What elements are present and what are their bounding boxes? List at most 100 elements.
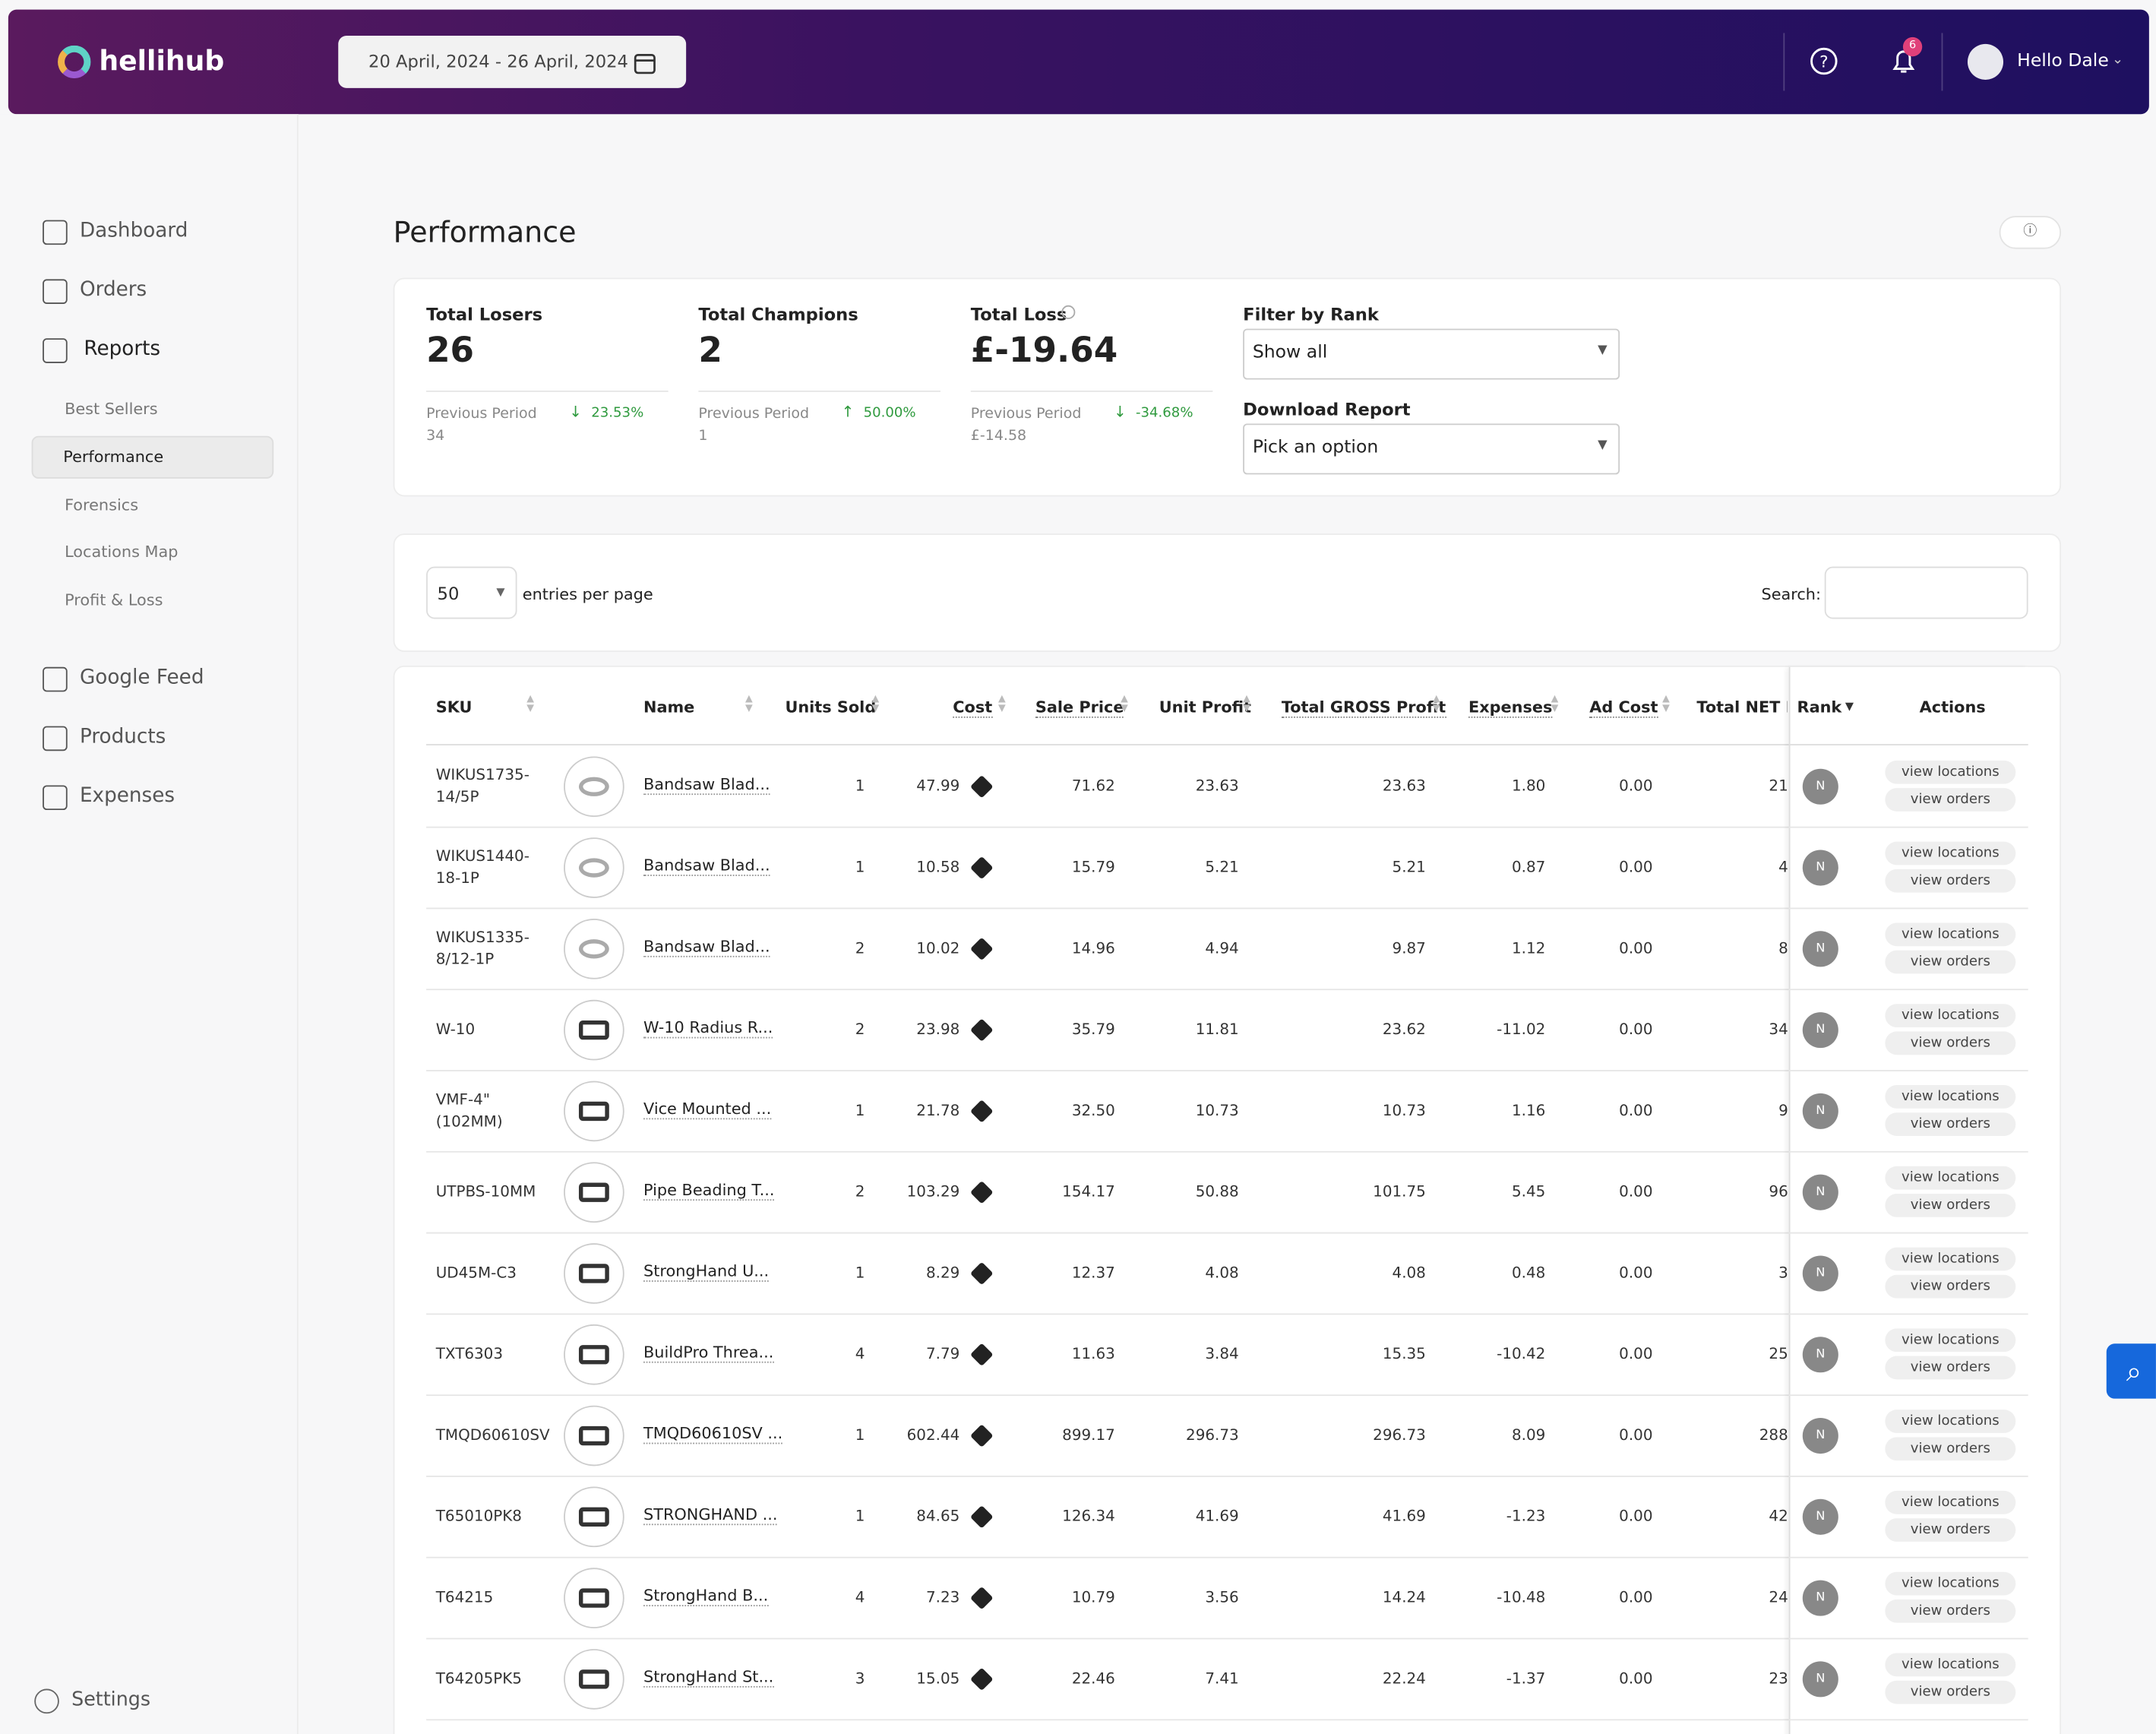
view-locations-button[interactable]: view locations bbox=[1885, 1004, 2016, 1027]
column-header[interactable]: SKU bbox=[435, 697, 473, 717]
nav-item[interactable]: Products bbox=[79, 726, 166, 748]
nav-item[interactable]: Google Feed bbox=[79, 666, 204, 689]
view-orders-button[interactable]: view orders bbox=[1885, 1031, 2016, 1055]
ad-cell: 0.00 bbox=[1619, 1669, 1653, 1688]
product-name[interactable]: TMQD60610SV ... bbox=[643, 1423, 783, 1444]
sort-icon[interactable]: ▼ bbox=[1845, 700, 1854, 713]
cost-info-icon[interactable] bbox=[969, 856, 994, 880]
nav-item[interactable]: Orders bbox=[79, 279, 147, 302]
column-header[interactable]: Expenses bbox=[1468, 697, 1553, 718]
nav-item[interactable]: Settings bbox=[71, 1688, 151, 1711]
view-orders-button[interactable]: view orders bbox=[1885, 869, 2016, 893]
view-locations-button[interactable]: view locations bbox=[1885, 760, 2016, 784]
scroll-search-button[interactable]: ⌕ bbox=[2106, 1343, 2156, 1399]
view-locations-button[interactable]: view locations bbox=[1885, 1571, 2016, 1596]
product-name[interactable]: Pipe Beading T... bbox=[643, 1179, 775, 1201]
product-name[interactable]: StrongHand St... bbox=[643, 1666, 774, 1688]
product-name[interactable]: BuildPro Threa... bbox=[643, 1342, 774, 1363]
sort-icon[interactable]: ▲ ▼ bbox=[744, 693, 753, 714]
sort-icon[interactable]: ▲ ▼ bbox=[1432, 693, 1440, 714]
view-locations-button[interactable]: view locations bbox=[1885, 1085, 2016, 1109]
sort-icon[interactable]: ▲ ▼ bbox=[526, 693, 534, 714]
view-orders-button[interactable]: view orders bbox=[1885, 950, 2016, 974]
cost-info-icon[interactable] bbox=[969, 1505, 994, 1529]
date-picker[interactable] bbox=[338, 36, 687, 88]
column-header[interactable]: Total NET Profit bbox=[1696, 697, 1787, 717]
help-icon[interactable]: ? bbox=[1810, 47, 1838, 76]
product-name[interactable]: STRONGHAND ... bbox=[643, 1505, 778, 1526]
product-name[interactable]: W-10 Radius R... bbox=[643, 1017, 773, 1039]
view-orders-button[interactable]: view orders bbox=[1885, 1274, 2016, 1299]
cost-info-icon[interactable] bbox=[969, 1018, 994, 1042]
select-box[interactable] bbox=[1243, 328, 1620, 380]
view-locations-button[interactable]: view locations bbox=[1885, 1328, 2016, 1353]
gross-cell: 23.63 bbox=[1382, 777, 1426, 796]
cost-info-icon[interactable] bbox=[969, 1424, 994, 1448]
info-button[interactable]: ⓘ bbox=[1999, 216, 2062, 249]
nav-item[interactable]: Reports bbox=[84, 338, 161, 361]
sort-icon[interactable]: ▲ ▼ bbox=[1243, 693, 1250, 714]
column-header[interactable]: Sale Price bbox=[1035, 697, 1124, 718]
cost-info-icon[interactable] bbox=[969, 1180, 994, 1204]
nav-subitem[interactable]: Forensics bbox=[65, 495, 139, 514]
nav-subitem[interactable]: Best Sellers bbox=[65, 398, 158, 419]
cost-info-icon[interactable] bbox=[969, 937, 994, 961]
view-locations-button[interactable]: view locations bbox=[1885, 1247, 2016, 1271]
gross-cell: 41.69 bbox=[1382, 1507, 1426, 1526]
product-name[interactable]: Bandsaw Blad... bbox=[643, 855, 770, 876]
nav-subitem[interactable]: Profit & Loss bbox=[65, 590, 163, 609]
sort-icon[interactable]: ▲ ▼ bbox=[1551, 693, 1559, 714]
cost-info-icon[interactable] bbox=[969, 774, 994, 799]
cost-info-icon[interactable] bbox=[969, 1261, 994, 1286]
cost-info-icon[interactable] bbox=[969, 1586, 994, 1610]
view-orders-button[interactable]: view orders bbox=[1885, 1193, 2016, 1217]
view-locations-button[interactable]: view locations bbox=[1885, 841, 2016, 865]
view-orders-button[interactable]: view orders bbox=[1885, 788, 2016, 812]
units-cell: 1 bbox=[855, 1264, 865, 1282]
sort-icon[interactable]: ▲ ▼ bbox=[1121, 693, 1128, 714]
column-header[interactable]: Name bbox=[643, 697, 695, 717]
view-orders-button[interactable]: view orders bbox=[1885, 1437, 2016, 1461]
column-header[interactable]: Ad Cost bbox=[1589, 697, 1658, 718]
view-orders-button[interactable]: view orders bbox=[1885, 1680, 2016, 1704]
nav-subitem[interactable]: Performance bbox=[63, 447, 164, 467]
view-locations-button[interactable]: view locations bbox=[1885, 1410, 2016, 1433]
change-arrow: ↓ bbox=[1114, 403, 1127, 421]
column-header[interactable]: Rank bbox=[1797, 697, 1842, 717]
unit_profit-cell: 23.63 bbox=[1195, 777, 1239, 796]
sort-icon[interactable]: ▲ ▼ bbox=[1662, 693, 1670, 714]
cost-info-icon[interactable] bbox=[969, 1667, 994, 1691]
view-orders-button[interactable]: view orders bbox=[1885, 1112, 2016, 1136]
view-orders-button[interactable]: view orders bbox=[1885, 1518, 2016, 1542]
view-orders-button[interactable]: view orders bbox=[1885, 1356, 2016, 1380]
product-name[interactable]: Bandsaw Blad... bbox=[643, 936, 770, 957]
view-orders-button[interactable]: view orders bbox=[1885, 1599, 2016, 1623]
cost-info-icon[interactable] bbox=[969, 1100, 994, 1123]
product-name[interactable]: StrongHand B... bbox=[643, 1585, 769, 1606]
row-line bbox=[1788, 1719, 2028, 1721]
nav-item[interactable]: Dashboard bbox=[79, 220, 188, 242]
page-size-select[interactable] bbox=[426, 566, 517, 619]
view-locations-button[interactable]: view locations bbox=[1885, 1653, 2016, 1677]
select-box[interactable] bbox=[1243, 423, 1620, 475]
sort-icon[interactable]: ▲ ▼ bbox=[997, 693, 1006, 714]
product-name[interactable]: StrongHand U... bbox=[643, 1261, 770, 1282]
product-name[interactable]: Bandsaw Blad... bbox=[643, 774, 770, 796]
view-locations-button[interactable]: view locations bbox=[1885, 1490, 2016, 1514]
product-name[interactable]: Vice Mounted ... bbox=[643, 1099, 772, 1120]
column-header[interactable]: Unit Profit bbox=[1159, 697, 1252, 717]
search-input[interactable] bbox=[1824, 566, 2028, 619]
column-header[interactable]: Units Sold bbox=[785, 697, 877, 717]
sort-icon[interactable]: ▲ ▼ bbox=[871, 693, 880, 714]
stat-value: 2 bbox=[698, 330, 722, 370]
column-header[interactable]: Cost bbox=[953, 697, 993, 718]
view-locations-button[interactable]: view locations bbox=[1885, 922, 2016, 947]
cost-info-icon[interactable] bbox=[969, 1343, 994, 1367]
nav-subitem[interactable]: Locations Map bbox=[65, 542, 179, 562]
nav-item[interactable]: Expenses bbox=[79, 785, 175, 808]
rank-badge: N bbox=[1802, 1174, 1838, 1210]
view-locations-button[interactable]: view locations bbox=[1885, 1166, 2016, 1190]
greeting[interactable]: Hello Dale bbox=[2017, 50, 2109, 72]
column-header[interactable]: Total GROSS Profit bbox=[1281, 697, 1446, 718]
rank-badge: N bbox=[1802, 1337, 1838, 1373]
